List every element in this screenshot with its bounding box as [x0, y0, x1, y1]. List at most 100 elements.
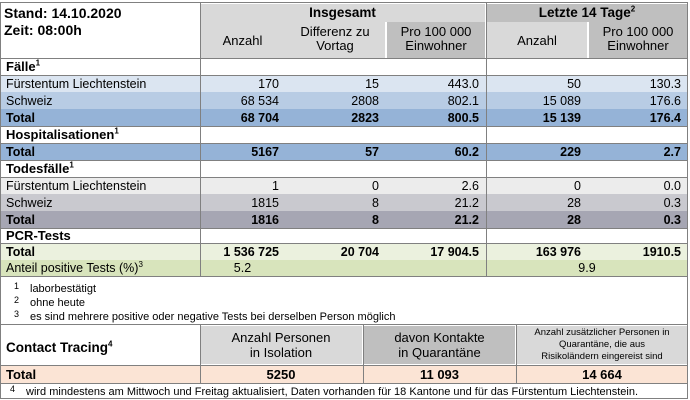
cell-diff: 2808: [351, 94, 379, 108]
letzte-14-tage-header: Letzte 14 Tage2: [487, 4, 687, 22]
contact-title: Contact Tracing: [6, 340, 109, 355]
cell-kontakte: 11 093: [419, 368, 460, 382]
pcr-section-title: PCR-Tests: [6, 228, 71, 243]
grid-line: [0, 143, 688, 144]
footnote-number: 1: [14, 281, 20, 291]
col-pro14-header: Pro 100 000 Einwohner: [589, 22, 687, 58]
grid-line: [0, 2, 688, 3]
cell-anteil14: 9.9: [578, 261, 596, 275]
footnote-text: ohne heute: [30, 297, 86, 309]
insgesamt-header: Insgesamt: [200, 4, 485, 22]
footnote-ref: 3: [138, 261, 143, 269]
grid-line: [0, 365, 688, 366]
row-label: Total: [6, 213, 35, 227]
col-anzahl14-header: Anzahl: [487, 22, 587, 58]
footnote-text: wird mindestens am Mittwoch und Freitag …: [26, 386, 639, 398]
cell-pro: 443.0: [447, 77, 479, 91]
row-label: Total: [6, 245, 35, 259]
grid-line: [486, 2, 487, 276]
col-pro-line1: Pro 100 000: [400, 24, 472, 39]
table-row-total: [0, 109, 687, 126]
cell-pro14: 176.4: [649, 111, 681, 125]
cell-diff: 8: [372, 196, 379, 210]
grid-line: [0, 398, 688, 399]
cell-anzahl14: 28: [567, 196, 581, 210]
grid-line: [0, 75, 688, 76]
cell-anzahl: 1 536 725: [223, 245, 279, 259]
table-row-total: [0, 143, 687, 160]
cell-diff: 0: [372, 179, 379, 193]
row-label: Fürstentum Liechtenstein: [6, 179, 147, 193]
grid-line: [363, 324, 364, 383]
contact-col-risiko-header: Anzahl zusätzlicher Personen in Quarantän…: [517, 326, 687, 364]
footnote-number: 4: [10, 384, 16, 394]
table-row: [0, 75, 687, 92]
cell-pro14: 176.6: [649, 94, 681, 108]
cell-anzahl14: 15 089: [542, 94, 581, 108]
cell-pro: 21.2: [454, 213, 479, 227]
hosp-section-title: Hospitalisationen1: [0, 126, 250, 143]
cell-anteil: 5.2: [233, 261, 252, 275]
cell-pro: 802.1: [447, 94, 479, 108]
grid-line: [0, 243, 688, 244]
col-anzahl14-label: Anzahl: [517, 33, 557, 48]
footnote-ref: 2: [630, 4, 636, 14]
table-row-total: [0, 211, 687, 228]
footnote-ref: 4: [108, 340, 113, 349]
report-time: Zeit: 08:00h: [4, 22, 82, 38]
cell-pro: 800.5: [447, 111, 479, 125]
isolation-header-line2: in Isolation: [249, 345, 313, 360]
cell-anzahl: 1816: [251, 213, 279, 227]
table-row-total: [0, 243, 687, 260]
grid-line: [0, 177, 688, 178]
cell-pro14: 1910.5: [642, 245, 681, 259]
cell-isolation: 5250: [266, 368, 296, 382]
cell-anzahl14: 0: [574, 179, 581, 193]
cell-diff: 57: [365, 145, 379, 159]
cell-anzahl: 1815: [251, 196, 279, 210]
footnote-ref: 1: [35, 58, 41, 68]
faelle-title: Fälle: [6, 59, 36, 74]
grid-line: [0, 276, 688, 277]
cell-anzahl: 68 704: [240, 111, 279, 125]
cell-anzahl14: 28: [567, 213, 581, 227]
grid-line: [0, 2, 1, 399]
cell-anzahl: 5167: [251, 145, 279, 159]
cell-anzahl14: 229: [560, 145, 581, 159]
cell-diff: 8: [372, 213, 379, 227]
grid-line: [0, 228, 688, 229]
kontakte-header-line2: in Quarantäne: [398, 345, 481, 360]
contact-col-isolation-header: Anzahl Personen in Isolation: [200, 326, 362, 364]
grid-line: [0, 324, 688, 325]
table-row: [0, 92, 687, 109]
footnote-ref: 1: [114, 126, 119, 136]
cell-pro14: 0.0: [663, 179, 681, 193]
letzte-14-tage-label: Letzte 14 Tage: [538, 5, 631, 20]
col-differenz-line1: Differenz zu: [300, 24, 370, 39]
col-differenz-header: Differenz zu Vortag: [285, 22, 385, 58]
cell-pro: 60.2: [454, 145, 479, 159]
table-row: [0, 260, 687, 276]
cell-pro14: 0.3: [663, 213, 681, 227]
cell-pro: 21.2: [454, 196, 479, 210]
cell-anzahl14: 50: [567, 77, 581, 91]
footnote-ref: 1: [69, 160, 74, 170]
cell-risiko: 14 664: [582, 368, 622, 382]
footnote-number: 3: [14, 309, 20, 319]
table-row-total: [0, 366, 687, 383]
grid-line: [687, 2, 688, 399]
tod-section-title: Todesfälle1: [0, 160, 200, 177]
col-pro14-line1: Pro 100 000: [602, 24, 674, 39]
cell-pro14: 130.3: [649, 77, 681, 91]
grid-line: [0, 160, 688, 161]
grid-line: [200, 324, 201, 383]
tod-title: Todesfälle: [6, 161, 70, 176]
row-label: Schweiz: [6, 196, 53, 210]
table-row: [0, 194, 687, 211]
grid-line: [0, 383, 688, 384]
cell-anzahl14: 15 139: [542, 111, 581, 125]
row-label: Anteil positive Tests (%)3: [0, 261, 200, 275]
grid-line: [516, 324, 517, 383]
grid-line: [200, 2, 201, 276]
